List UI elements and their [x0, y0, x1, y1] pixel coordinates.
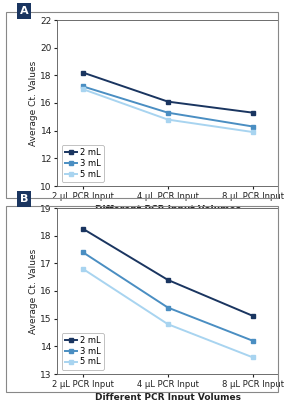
Text: A: A	[20, 6, 29, 16]
X-axis label: Different PCR Input Volumes: Different PCR Input Volumes	[95, 393, 241, 400]
X-axis label: Different PCR Input Volumes: Different PCR Input Volumes	[95, 205, 241, 214]
Y-axis label: Average Ct. Values: Average Ct. Values	[29, 248, 38, 334]
Y-axis label: Average Ct. Values: Average Ct. Values	[29, 60, 38, 146]
Legend: 2 mL, 3 mL, 5 mL: 2 mL, 3 mL, 5 mL	[62, 333, 104, 370]
Text: B: B	[20, 194, 29, 204]
Legend: 2 mL, 3 mL, 5 mL: 2 mL, 3 mL, 5 mL	[62, 145, 104, 182]
